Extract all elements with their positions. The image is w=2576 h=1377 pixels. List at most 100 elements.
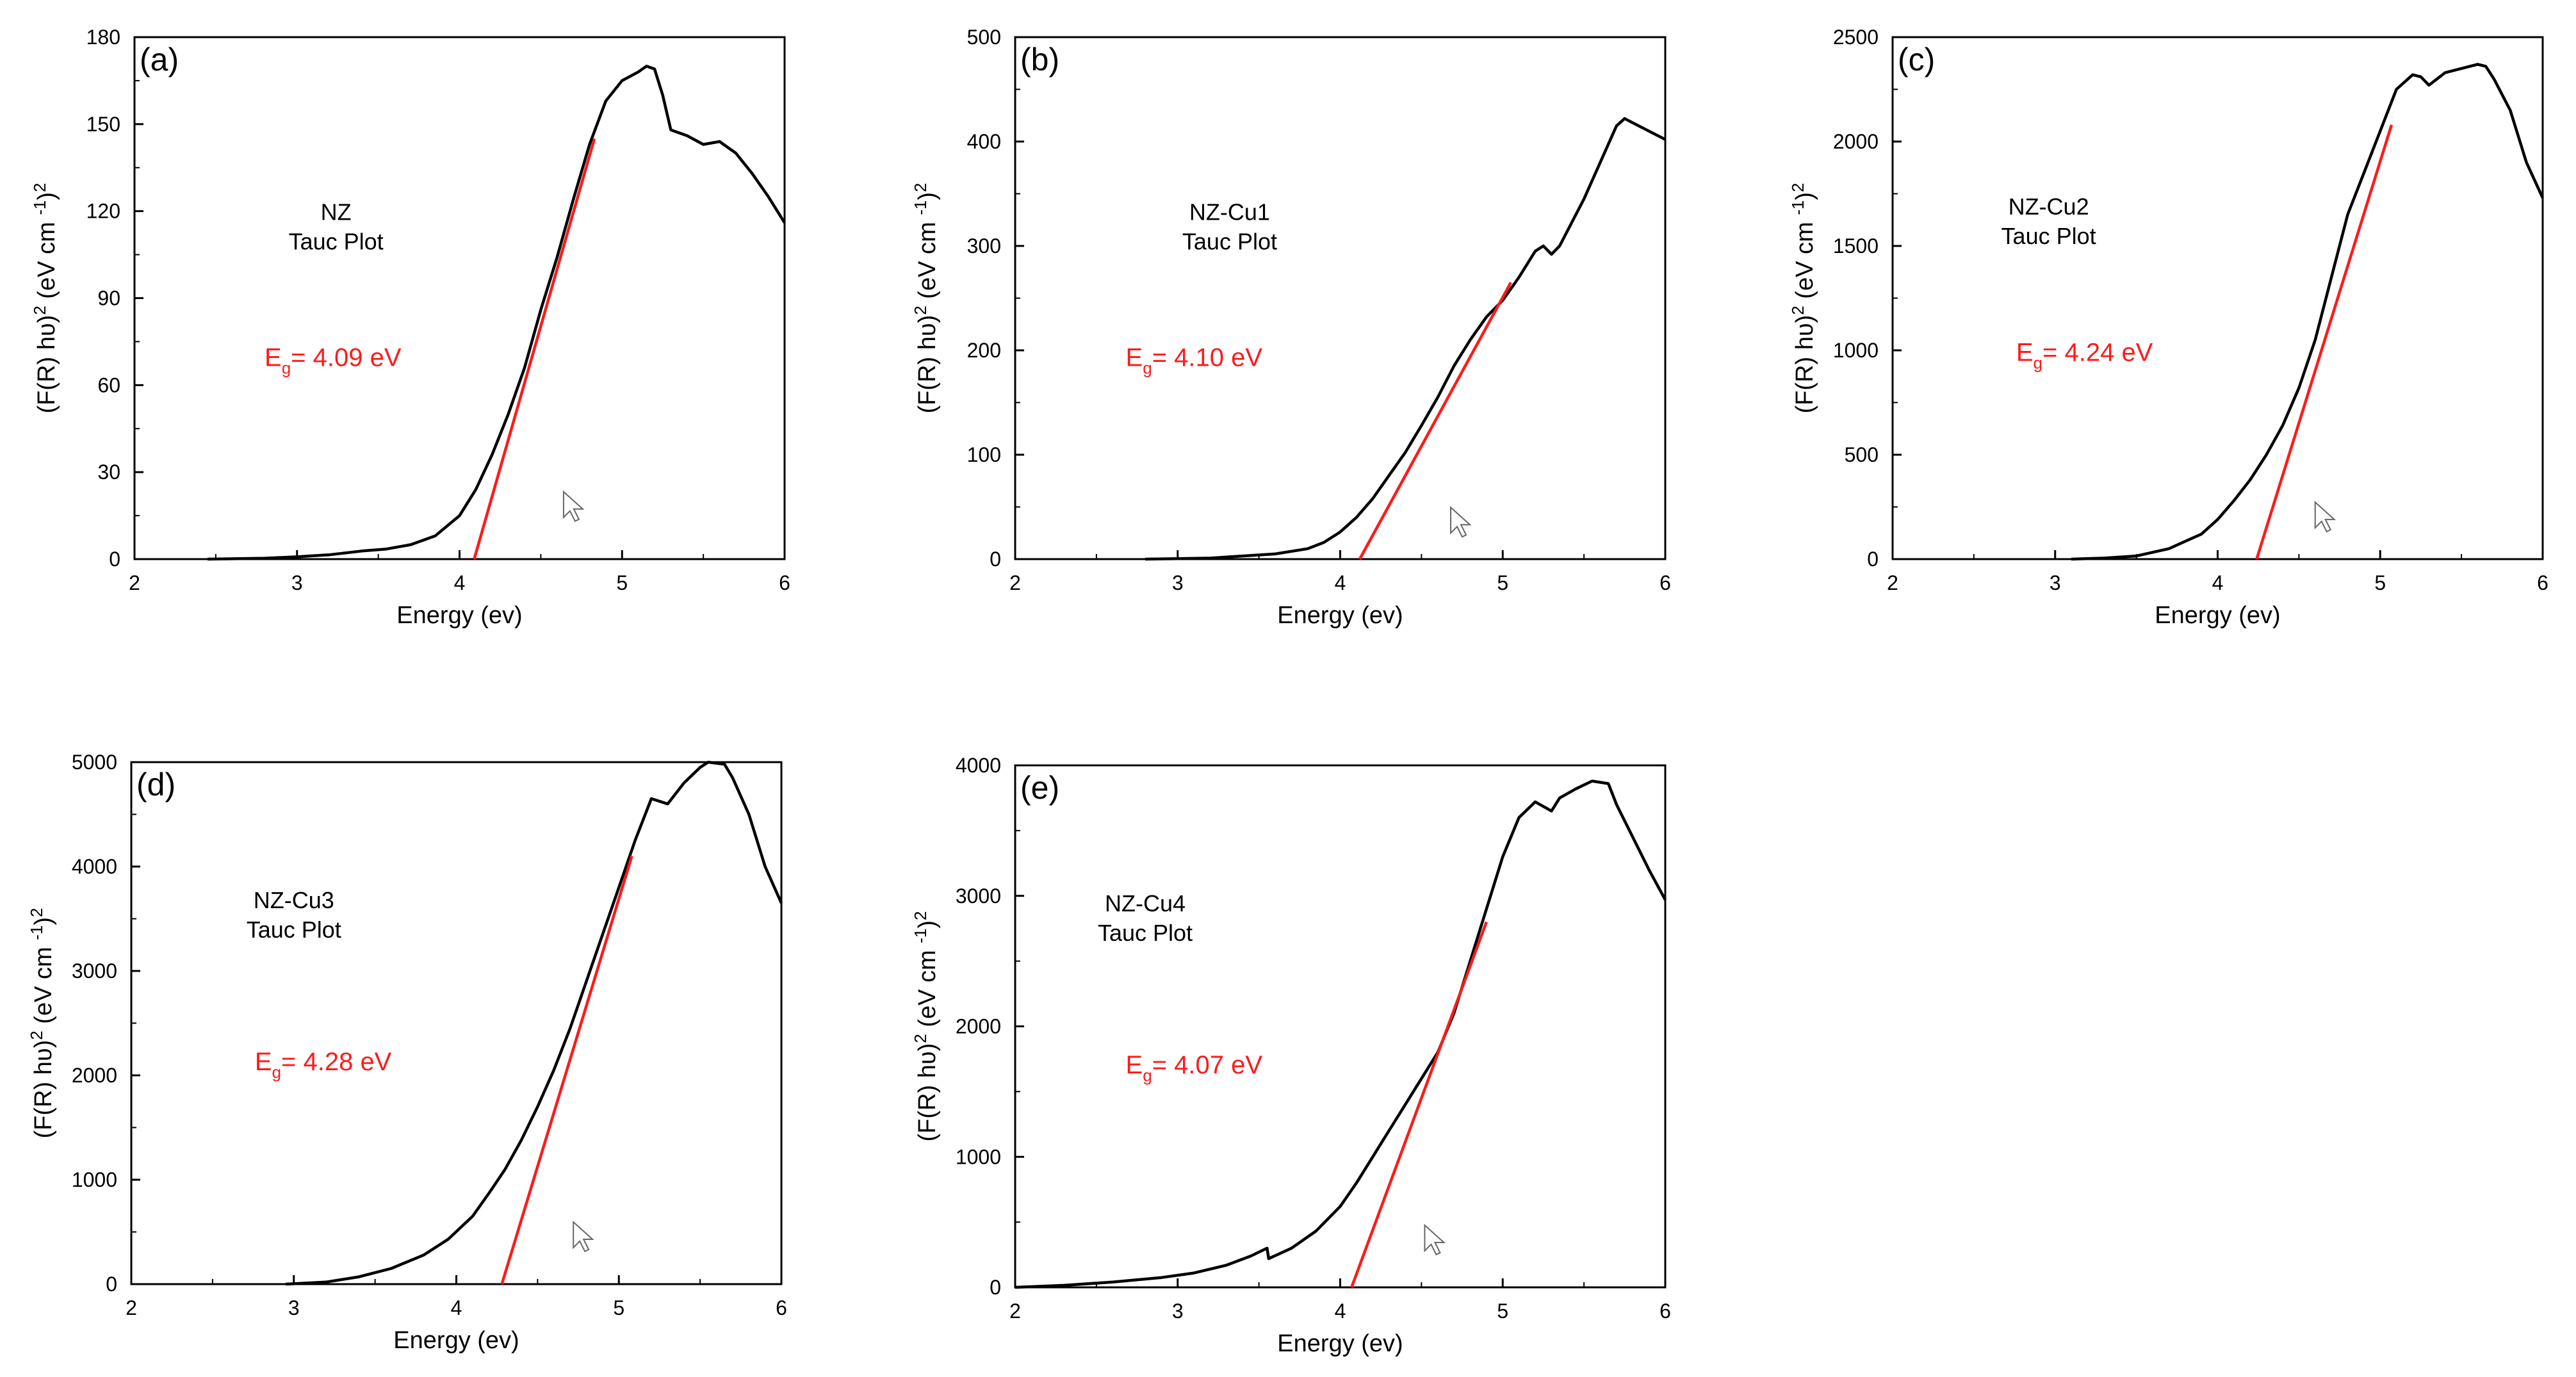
x-tick-label: 3 [288,1296,300,1319]
eg-symbol: E [2016,338,2034,366]
x-tick-label: 3 [1172,571,1184,594]
x-tick-label: 6 [1659,571,1671,594]
eg-subscript: g [1143,358,1152,377]
y-label-close: ) [914,192,941,200]
sample-name: NZ-Cu3 [254,887,334,913]
y-tick-label: 1500 [1833,234,1879,257]
x-tick-label: 5 [616,571,628,594]
x-tick-label: 2 [126,1296,137,1319]
y-label-main: (F(R) hυ) [914,315,941,414]
y-tick-label: 100 [967,443,1001,466]
panel-label: (a) [140,42,179,77]
y-tick-label: 400 [967,130,1001,153]
x-tick-label: 6 [1659,1300,1671,1323]
eg-value: = 4.24 eV [2042,338,2153,366]
y-tick-label: 30 [97,460,120,484]
plot-frame [1891,36,2544,560]
panel-e: 2 3 4 5 6 0 1000 2000 3000 4000 Energy (ev) (F(R) h… [911,754,1671,1357]
y-tick-label: 2500 [1833,26,1879,49]
y-tick-label: 1000 [956,1145,1001,1168]
x-tick-label: 4 [1335,1300,1346,1323]
x-tick-label: 4 [454,571,466,594]
y-label-main: (F(R) hυ) [33,315,60,414]
y-label-unit-sup: -1 [30,200,49,215]
y-label-unit: (eV cm [33,215,60,306]
x-tick-label: 5 [613,1296,624,1319]
linear-fit-line [1350,921,1488,1288]
y-label-main: (F(R) hυ) [1791,315,1818,414]
x-tick-label: 4 [2212,571,2224,594]
y-tick-label: 300 [967,234,1001,257]
cursor-icon [573,1220,594,1253]
cursor-icon [2314,500,2336,533]
data-series-line [1145,117,1667,561]
panel-c: 2 3 4 5 6 0 500 1000 1500 2000 2500 Energy (ev) (F(R… [1788,26,2548,629]
y-tick-label: 4000 [72,855,117,878]
y-label-sup: 2 [911,1034,930,1043]
eg-symbol: E [265,343,282,371]
eg-symbol: E [255,1048,272,1076]
y-tick-label: 60 [97,373,120,396]
linear-fit-line [1358,281,1512,560]
data-series-line [1015,779,1667,1289]
x-tick-label: 3 [2050,571,2061,594]
y-tick-label: 3000 [72,959,117,982]
sample-name: NZ [321,199,352,225]
panel-label: (e) [1020,770,1059,806]
sample-name: NZ-Cu1 [1189,199,1270,225]
x-axis-label: Energy (ev) [393,1327,519,1354]
y-label-close-sup: 2 [27,908,46,917]
y-tick-label: 500 [967,26,1001,49]
band-gap-label: Eg= 4.10 eV [1126,343,1263,377]
y-label-sup: 2 [1788,306,1807,314]
band-gap-label: Eg= 4.28 eV [255,1048,392,1082]
y-tick-label: 0 [990,1276,1001,1299]
x-tick-label: 6 [2537,571,2548,594]
y-label-close: ) [33,192,60,200]
plot-label: Tauc Plot [247,917,341,943]
y-label-unit-sup: -1 [911,929,930,943]
y-tick-label: 1000 [72,1168,117,1191]
x-tick-label: 3 [1172,1300,1184,1323]
y-tick-label: 200 [967,339,1001,362]
eg-subscript: g [1143,1066,1152,1085]
y-label-main: (F(R) hυ) [914,1043,941,1142]
x-tick-label: 5 [2374,571,2386,594]
x-tick-label: 4 [451,1296,462,1319]
y-axis-label: (F(R) hυ)2 (eV cm -1)2 [1788,183,1818,414]
y-label-close-sup: 2 [1788,183,1807,192]
x-tick-label: 6 [776,1296,787,1319]
y-tick-label: 0 [1867,548,1879,571]
eg-symbol: E [1126,1051,1143,1079]
x-tick-label: 6 [779,571,790,594]
x-tick-label: 4 [1335,571,1346,594]
y-label-sup: 2 [911,306,930,314]
eg-value: = 4.07 eV [1152,1051,1263,1079]
x-axis-label: Energy (ev) [1277,602,1403,629]
plot-frame [1014,764,1667,1289]
y-label-close: ) [914,920,941,929]
y-tick-label: 2000 [1833,130,1879,153]
y-axis-label: (F(R) hυ)2 (eV cm -1)2 [27,908,57,1139]
x-tick-label: 5 [1497,571,1508,594]
y-label-close-sup: 2 [30,183,49,192]
y-label-close-sup: 2 [911,183,930,192]
y-tick-label: 150 [86,113,120,136]
band-gap-label: Eg= 4.24 eV [2016,338,2153,372]
y-axis-label: (F(R) hυ)2 (eV cm -1)2 [911,911,941,1142]
data-series-line [208,65,786,561]
data-series-line [2071,63,2545,561]
y-label-unit: (eV cm [914,943,941,1034]
y-tick-label: 90 [97,287,120,310]
eg-subscript: g [2034,353,2042,372]
eg-value: = 4.10 eV [1152,343,1263,371]
y-label-sup: 2 [30,306,49,314]
sample-name: NZ-Cu4 [1105,890,1186,917]
y-tick-label: 1000 [1833,339,1879,362]
panel-label: (d) [136,767,175,803]
cursor-icon [1450,506,1472,538]
panel-label: (c) [1898,42,1935,77]
band-gap-label: Eg= 4.07 eV [1126,1051,1263,1085]
x-axis-label: Energy (ev) [1277,1330,1403,1357]
y-label-unit-sup: -1 [1788,200,1807,215]
